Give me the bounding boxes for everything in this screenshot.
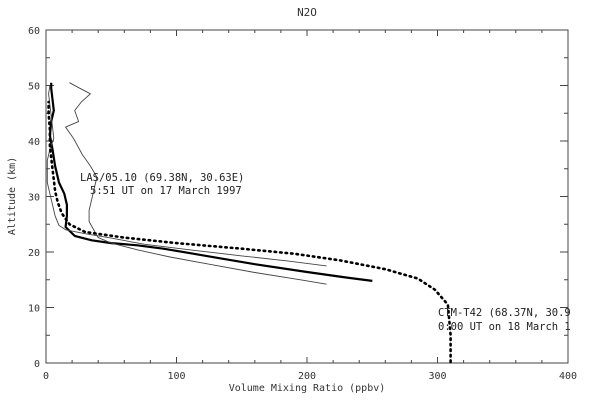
y-tick-label: 10: [28, 304, 40, 315]
y-tick-label: 40: [28, 137, 40, 148]
y-axis-label: Altitude (km): [7, 157, 18, 235]
series-line-solid-thin-upper: [65, 82, 327, 285]
annotation-ctm-line2: 0:00 UT on 18 March 1: [438, 321, 571, 333]
x-tick-label: 300: [428, 371, 446, 382]
x-tick-label: 200: [298, 371, 316, 382]
series-line-solid-thin-lower: [46, 85, 327, 267]
x-tick-label: 400: [559, 371, 577, 382]
annotation-ctm-line1: CTM-T42 (68.37N, 30.9: [438, 307, 571, 319]
annotation-las: LAS/05.10 (69.38N, 30.63E) 5:51 UT on 17…: [80, 172, 244, 197]
series-line-dotted: [47, 100, 452, 364]
x-axis-label: Volume Mixing Ratio (ppbv): [229, 383, 386, 394]
annotation-ctm: CTM-T42 (68.37N, 30.9 0:00 UT on 18 Marc…: [438, 307, 571, 333]
y-tick-label: 0: [34, 359, 40, 370]
x-axis: 0 100 200 300 400: [43, 30, 577, 382]
y-tick-label: 60: [28, 26, 40, 37]
y-tick-label: 30: [28, 193, 40, 204]
y-tick-label: 50: [28, 82, 40, 93]
x-tick-label: 0: [43, 371, 49, 382]
series-layer: [46, 82, 452, 364]
chart-title: N2O: [297, 6, 317, 19]
y-axis: 0 10 20 30 40 50 60: [28, 26, 568, 370]
annotation-las-line1: LAS/05.10 (69.38N, 30.63E): [80, 172, 244, 184]
x-tick-label: 100: [167, 371, 185, 382]
annotation-las-line2: 5:51 UT on 17 March 1997: [90, 185, 242, 197]
y-tick-label: 20: [28, 248, 40, 259]
